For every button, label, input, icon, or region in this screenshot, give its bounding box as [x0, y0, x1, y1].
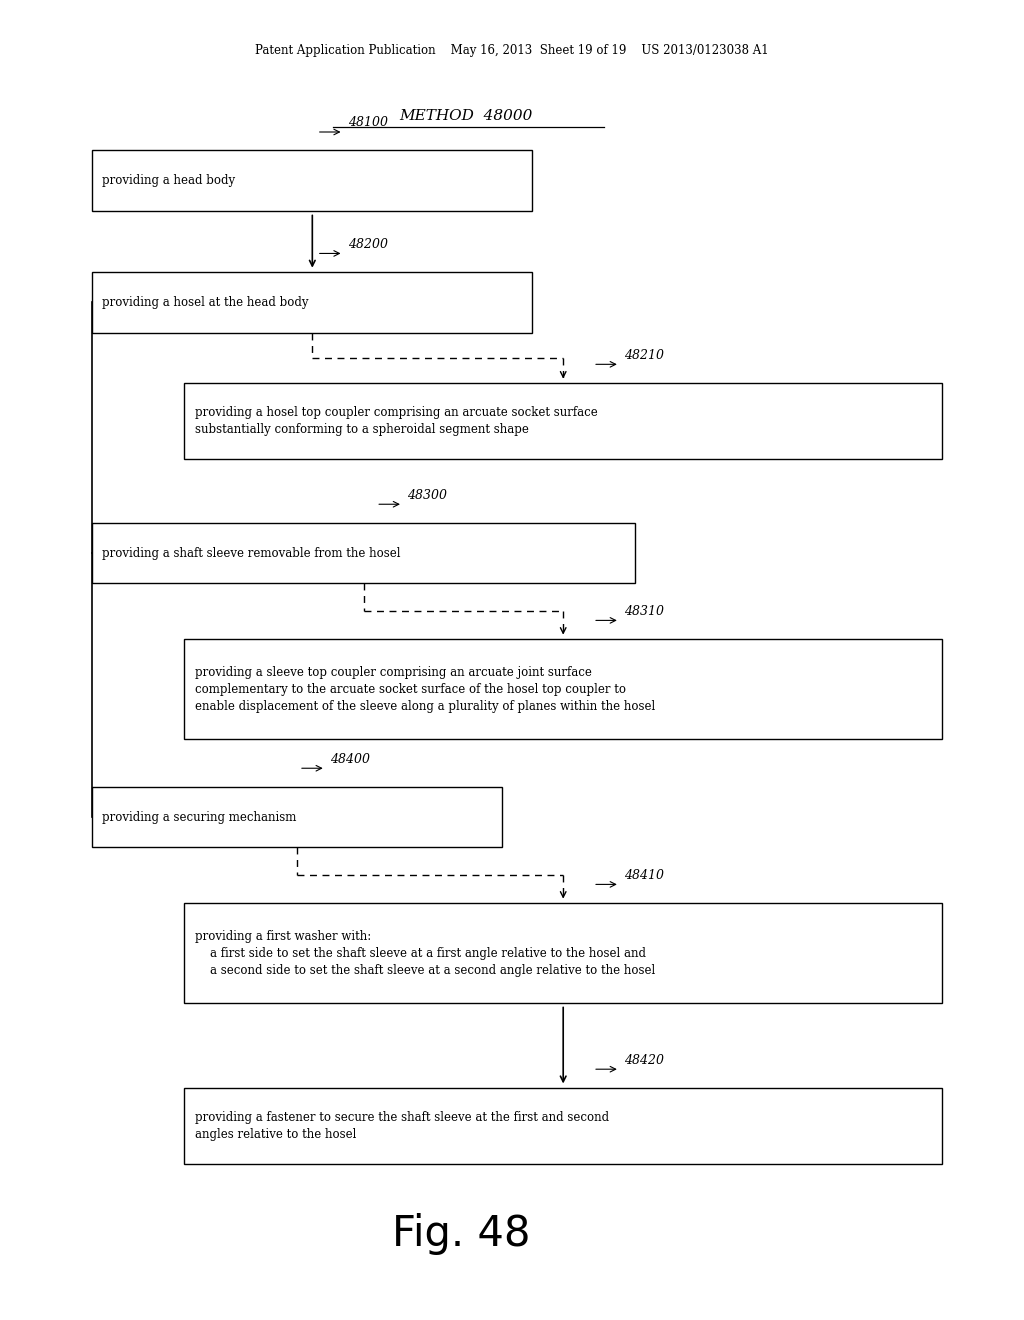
Text: providing a shaft sleeve removable from the hosel: providing a shaft sleeve removable from … — [102, 546, 401, 560]
Text: 48410: 48410 — [624, 869, 664, 882]
Text: Patent Application Publication    May 16, 2013  Sheet 19 of 19    US 2013/012303: Patent Application Publication May 16, 2… — [255, 44, 769, 57]
Text: providing a securing mechanism: providing a securing mechanism — [102, 810, 297, 824]
FancyBboxPatch shape — [92, 523, 635, 583]
Text: 48400: 48400 — [330, 752, 370, 766]
Text: 48310: 48310 — [624, 605, 664, 618]
FancyBboxPatch shape — [92, 272, 532, 333]
FancyBboxPatch shape — [184, 383, 942, 459]
Text: providing a fastener to secure the shaft sleeve at the first and second
angles r: providing a fastener to secure the shaft… — [195, 1111, 608, 1140]
Text: 48100: 48100 — [347, 116, 387, 129]
Text: providing a head body: providing a head body — [102, 174, 236, 187]
FancyBboxPatch shape — [92, 150, 532, 211]
FancyBboxPatch shape — [92, 787, 502, 847]
Text: 48210: 48210 — [624, 348, 664, 362]
FancyBboxPatch shape — [184, 1088, 942, 1164]
Text: providing a first washer with:
    a first side to set the shaft sleeve at a fir: providing a first washer with: a first s… — [195, 929, 654, 977]
Text: METHOD  48000: METHOD 48000 — [399, 110, 532, 123]
Text: 48300: 48300 — [407, 488, 446, 502]
FancyBboxPatch shape — [184, 903, 942, 1003]
Text: providing a hosel at the head body: providing a hosel at the head body — [102, 296, 309, 309]
Text: providing a hosel top coupler comprising an arcuate socket surface
substantially: providing a hosel top coupler comprising… — [195, 407, 597, 436]
Text: 48200: 48200 — [347, 238, 387, 251]
Text: providing a sleeve top coupler comprising an arcuate joint surface
complementary: providing a sleeve top coupler comprisin… — [195, 665, 654, 713]
Text: Fig. 48: Fig. 48 — [391, 1213, 530, 1255]
Text: 48420: 48420 — [624, 1053, 664, 1067]
FancyBboxPatch shape — [184, 639, 942, 739]
